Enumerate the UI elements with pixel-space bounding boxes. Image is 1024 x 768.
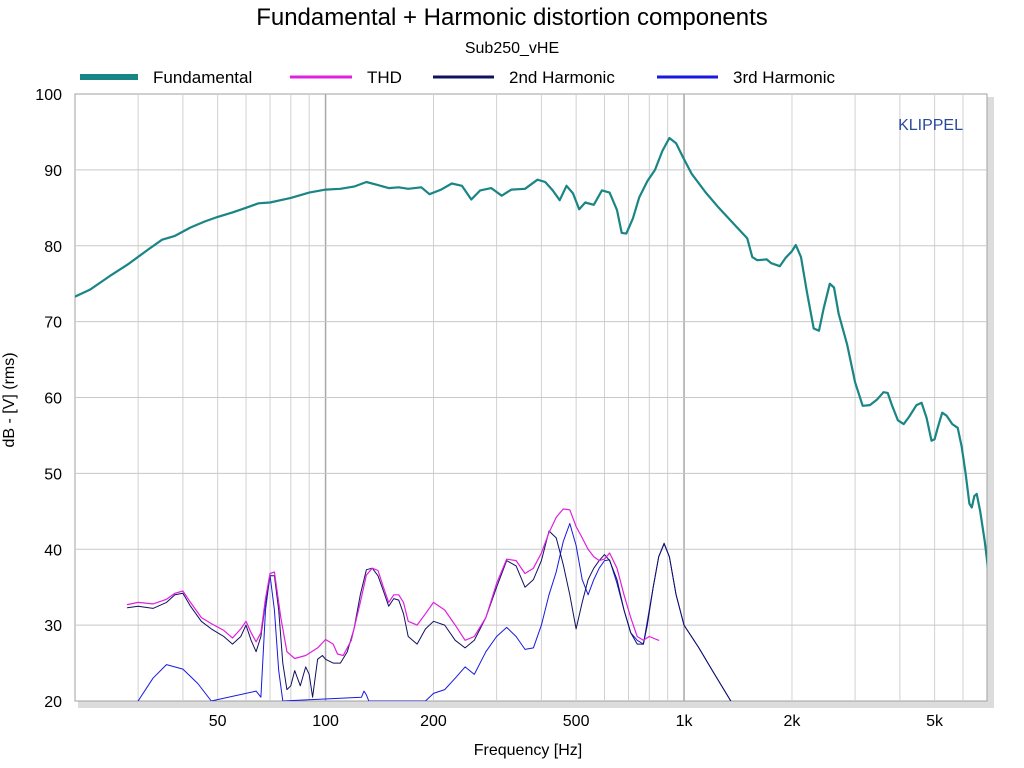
y-tick-label: 80	[44, 239, 62, 256]
y-tick-label: 90	[44, 163, 62, 180]
chart-subtitle: Sub250_vHE	[465, 40, 559, 57]
x-tick-label: 1k	[676, 713, 694, 730]
x-axis-label: Frequency [Hz]	[474, 742, 582, 759]
x-tick-label: 100	[312, 713, 339, 730]
series-line-thd	[126, 508, 660, 660]
legend-label-3rd-harmonic: 3rd Harmonic	[733, 68, 836, 87]
y-tick-label: 20	[44, 694, 62, 711]
series-line-2nd-harmonic	[126, 530, 732, 701]
x-tick-label: 200	[420, 713, 447, 730]
legend-label-fundamental: Fundamental	[153, 68, 252, 87]
x-tick-label: 2k	[784, 713, 802, 730]
y-tick-label: 100	[35, 87, 62, 104]
x-tick-label: 5k	[926, 713, 944, 730]
klippel-annotation: KLIPPEL	[898, 117, 963, 134]
y-tick-label: 60	[44, 391, 62, 408]
grid	[75, 94, 987, 701]
legend: Fundamental THD 2nd Harmonic 3rd Harmonic	[80, 68, 836, 87]
legend-label-thd: THD	[367, 68, 402, 87]
y-tick-label: 70	[44, 315, 62, 332]
x-tick-label: 50	[209, 713, 227, 730]
y-tick-label: 30	[44, 618, 62, 635]
series-layer	[75, 136, 987, 701]
x-tick-label: 500	[563, 713, 590, 730]
tick-labels: 50 100 200 500 1k 2k 5k 20 30 40 50 60 70 80 90 100	[35, 87, 944, 730]
series-line-fundamental	[75, 136, 987, 570]
chart-title: Fundamental + Harmonic distortion compon…	[256, 4, 768, 31]
y-tick-label: 40	[44, 542, 62, 559]
y-axis-label: dB - [V] (rms)	[1, 352, 18, 447]
y-tick-label: 50	[44, 466, 62, 483]
series-line-3rd-harmonic	[137, 523, 732, 701]
legend-label-2nd-harmonic: 2nd Harmonic	[509, 68, 615, 87]
